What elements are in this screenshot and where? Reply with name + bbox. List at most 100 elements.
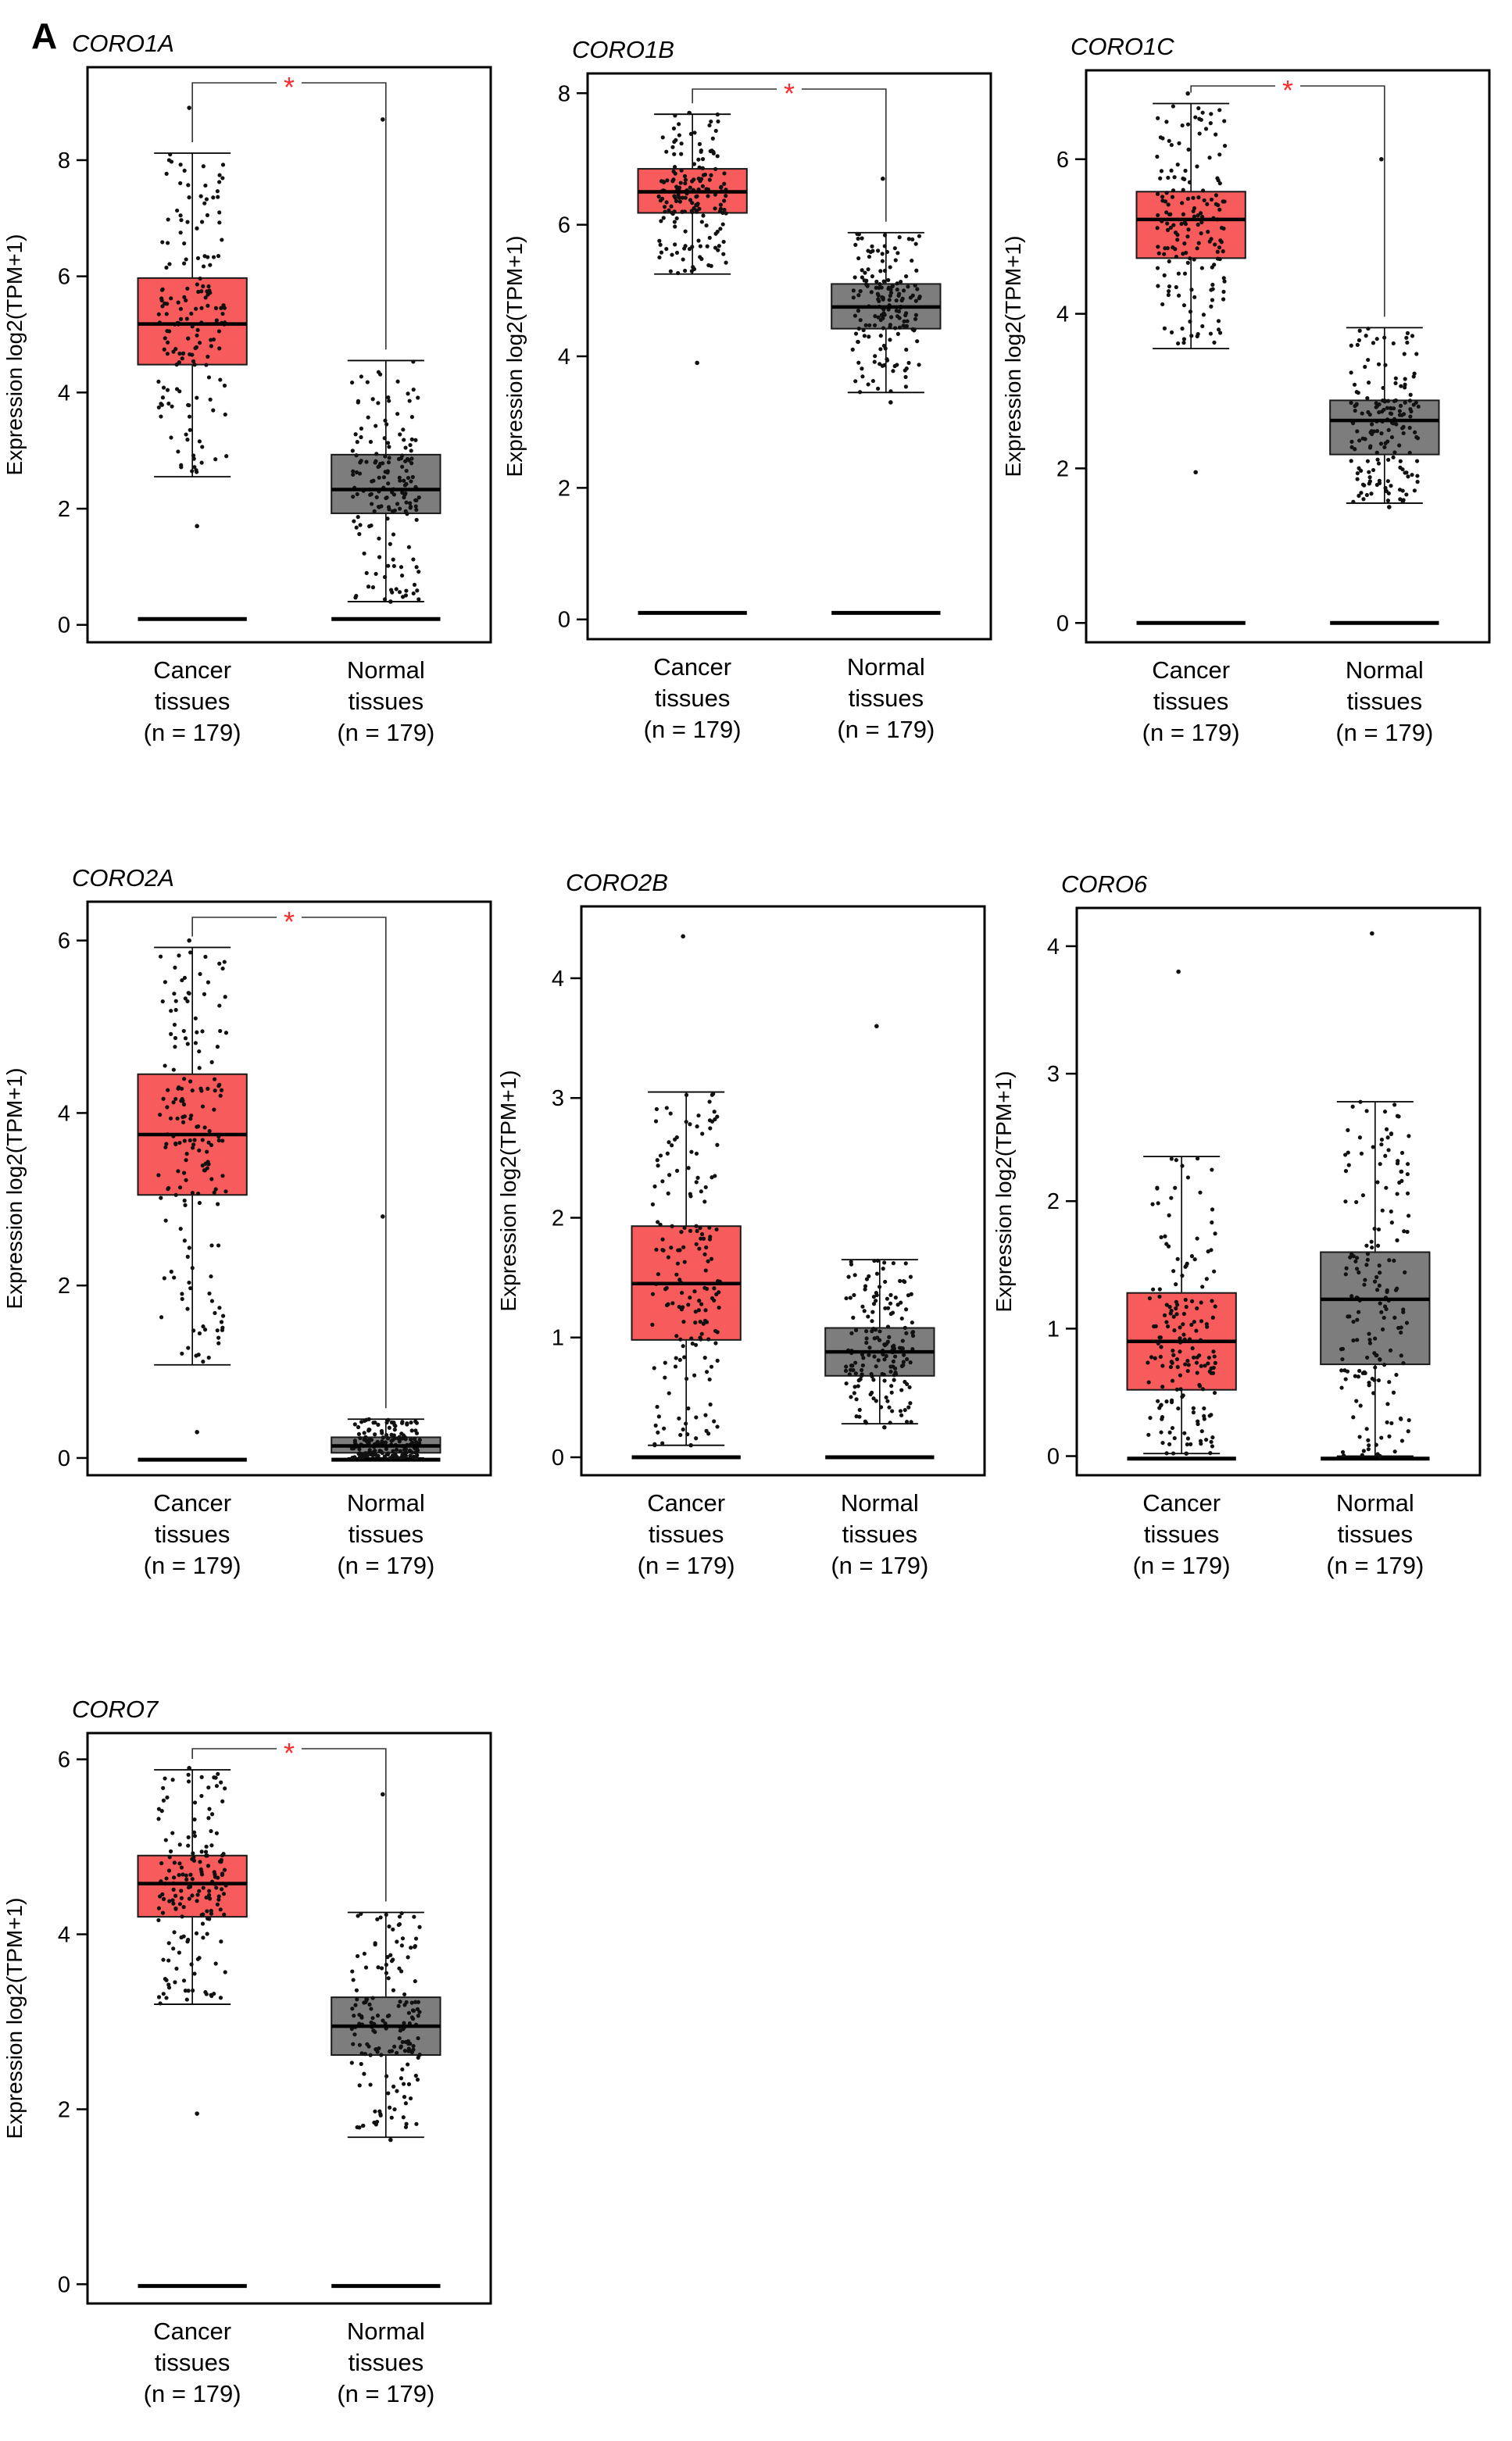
normal-data-point [863,1287,867,1292]
cancer-data-point [694,1242,699,1246]
normal-data-point [350,1455,355,1460]
cancer-data-point [206,284,211,289]
cancer-data-point [197,1200,202,1206]
normal-data-point [355,1997,359,2002]
normal-data-point [908,1274,913,1279]
cancer-data-point [697,206,702,211]
normal-data-point [1405,1172,1410,1177]
cancer-data-point [713,1174,717,1178]
cancer-data-point [217,1306,222,1310]
cancer-data-point [185,220,190,224]
normal-data-point [365,1453,370,1459]
normal-data-point [389,1959,395,1964]
normal-data-point [910,1346,915,1352]
normal-data-point [1340,1356,1345,1362]
normal-data-point [356,1914,360,1918]
normal-data-point [1403,400,1407,405]
normal-data-point [409,461,414,466]
normal-data-point [352,519,356,524]
normal-data-point [404,481,409,487]
cancer-data-point [1193,115,1198,120]
normal-data-point [888,1421,892,1425]
cancer-data-point [1202,1417,1206,1421]
normal-data-point [1385,499,1391,503]
cancer-data-point [177,1085,181,1090]
normal-data-point [416,2000,420,2004]
cancer-data-point [159,1809,164,1814]
y-tick-label: 6 [558,213,570,238]
cancer-data-point [1181,188,1185,192]
cancer-data-point [692,130,697,135]
cancer-data-point [1221,297,1226,302]
cancer-label-tissues: tissues [155,1521,230,1548]
cancer-data-point [221,1851,226,1857]
cancer-data-point [197,1331,202,1336]
cancer-data-point [175,208,180,213]
cancer-data-point [1210,1435,1215,1440]
cancer-data-point [200,1029,205,1034]
normal-data-point [878,269,883,273]
normal-data-point [1355,429,1360,434]
normal-data-point [1392,1103,1397,1107]
normal-data-point [856,339,860,345]
normal-data-point [415,588,420,593]
normal-data-point [1401,1310,1406,1314]
normal-data-point [407,398,412,403]
normal-data-point [1375,1180,1380,1185]
cancer-data-point [207,1896,213,1901]
normal-data-point [860,1367,864,1373]
cancer-data-point [184,432,188,437]
cancer-data-point [201,1324,206,1329]
cancer-data-point [1162,326,1167,331]
y-axis-label: Expression log2(TPM+1) [2,1068,27,1310]
normal-data-point [1382,1363,1387,1367]
cancer-data-point [173,1906,178,1911]
cancer-data-point [1205,1324,1210,1329]
cancer-data-point [171,1901,176,1906]
cancer-data-point [663,1287,668,1292]
normal-data-point [400,1453,405,1457]
normal-data-point [409,415,414,420]
normal-data-point [860,268,864,273]
normal-data-point [386,563,391,568]
normal-data-point [1349,1294,1354,1299]
normal-data-point [399,1449,403,1453]
normal-data-point [409,456,414,461]
cancer-data-point [198,1860,202,1864]
cancer-data-point [697,141,702,146]
cancer-data-point [724,194,728,198]
normal-data-point [1415,474,1420,478]
cancer-data-point [1164,1451,1169,1456]
normal-data-point [862,334,867,338]
normal-data-point [1396,1159,1400,1163]
normal-data-point [897,325,903,330]
cancer-data-point [181,1115,185,1120]
normal-data-point [914,268,919,273]
normal-data-point [413,1437,417,1442]
normal-data-point [885,1324,891,1329]
cancer-data-point [1166,292,1171,298]
cancer-data-point [710,1119,715,1124]
normal-data-point [890,1344,895,1349]
cancer-data-point [668,269,673,273]
cancer-data-point [674,250,680,256]
cancer-data-point [721,239,726,245]
cancer-data-point [1171,188,1176,193]
normal-data-point [1407,1134,1411,1138]
cancer-data-point [1153,1356,1157,1360]
cancer-data-point [699,1337,703,1342]
normal-data-point [355,2125,359,2130]
cancer-data-point [207,1807,212,1811]
normal-data-point [888,291,894,295]
normal-data-point [853,1385,857,1389]
normal-data-point [853,313,858,318]
cancer-data-point [699,1331,704,1336]
cancer-data-point [1192,214,1196,219]
cancer-points [156,938,229,1435]
cancer-data-point [1170,1425,1175,1431]
cancer-data-point [208,397,213,402]
normal-data-point [881,1267,885,1271]
normal-data-point [869,290,874,295]
normal-data-point [904,1419,910,1424]
cancer-data-point [704,1320,710,1324]
